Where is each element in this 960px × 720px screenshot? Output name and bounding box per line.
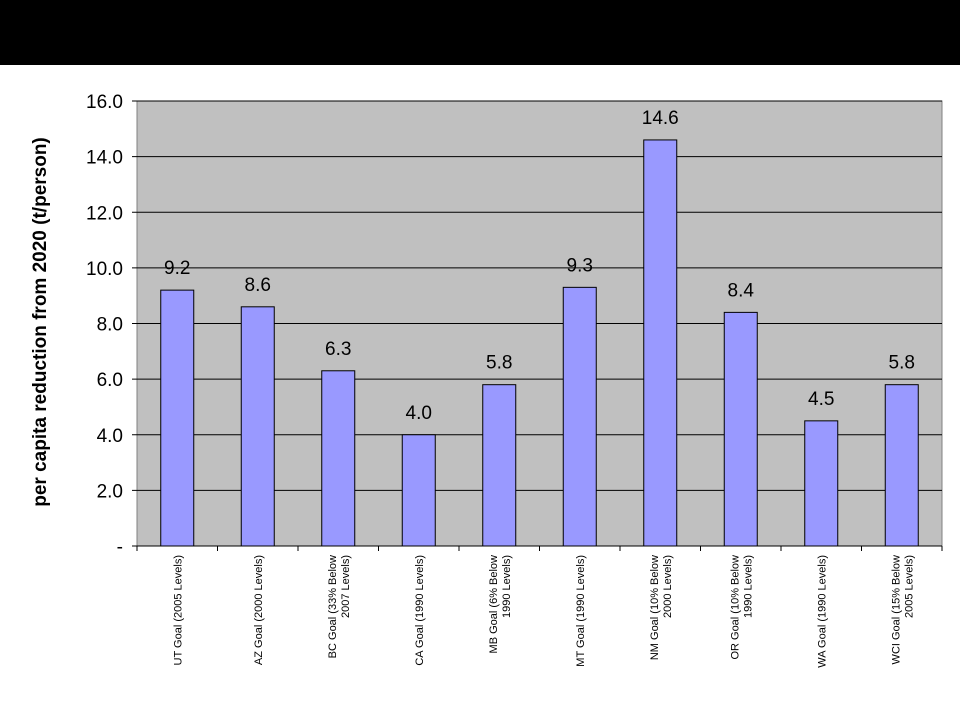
category-label-line: 2000 Levels) xyxy=(662,555,674,618)
bar xyxy=(321,370,356,547)
bar xyxy=(482,384,517,547)
category-label-line: BC Goal (33% Below xyxy=(327,555,339,658)
y-tick-label: 16.0 xyxy=(86,92,123,113)
y-tick-label: 10.0 xyxy=(86,259,123,280)
bar xyxy=(723,311,758,547)
category-label: WCI Goal (15% Below 2005 Levels) xyxy=(890,555,915,664)
y-tick-label: 8.0 xyxy=(97,315,123,336)
data-labels: 9.2 8.6 6.3 4.0 5.8 9.3 14.6 8.4 4.5 5.8 xyxy=(164,108,915,424)
category-label-line: 1990 Levels) xyxy=(742,555,754,618)
data-label: 9.3 xyxy=(567,255,593,276)
category-label: UT Goal (2005 Levels) xyxy=(172,555,184,665)
category-label-line: 2007 Levels) xyxy=(340,555,352,618)
y-tick-label: 4.0 xyxy=(97,426,123,447)
category-label-line: 2005 Levels) xyxy=(903,555,915,618)
y-tick-label: 2.0 xyxy=(97,481,123,502)
y-axis-title: per capita reduction from 2020 (t/person… xyxy=(30,137,51,507)
data-label: 4.0 xyxy=(406,403,432,424)
data-label: 5.8 xyxy=(486,353,512,374)
x-axis-categories: UT Goal (2005 Levels) AZ Goal (2000 Level… xyxy=(136,546,943,668)
category-label-line: CA Goal (1990 Levels) xyxy=(414,555,426,666)
category-label: BC Goal (33% Below 2007 Levels) xyxy=(327,555,352,658)
category-label: AZ Goal (2000 Levels) xyxy=(253,555,265,665)
category-label-line: OR Goal (10% Below xyxy=(729,555,741,660)
bars xyxy=(160,139,919,547)
data-label: 8.4 xyxy=(728,280,755,301)
data-label: 6.3 xyxy=(325,339,351,360)
category-label-line: NM Goal (10% Below xyxy=(649,555,661,660)
category-label-line: AZ Goal (2000 Levels) xyxy=(253,555,265,665)
y-tick-label: - xyxy=(117,537,123,558)
data-label: 14.6 xyxy=(642,108,679,129)
y-axis-ticks: - 2.0 4.0 6.0 8.0 10.0 12.0 14.0 16.0 xyxy=(86,92,137,558)
data-label: 5.8 xyxy=(889,353,915,374)
category-label: MT Goal (1990 Levels) xyxy=(575,555,587,667)
data-label: 8.6 xyxy=(245,275,271,296)
category-label-line: UT Goal (2005 Levels) xyxy=(172,555,184,665)
category-label-line: WA Goal (1990 Levels) xyxy=(816,555,828,668)
bar xyxy=(562,286,597,547)
category-label: CA Goal (1990 Levels) xyxy=(414,555,426,666)
bar xyxy=(884,384,919,547)
y-tick-label: 14.0 xyxy=(86,148,123,169)
header-bar xyxy=(0,0,960,65)
y-tick-label: 12.0 xyxy=(86,203,123,224)
data-label: 4.5 xyxy=(808,389,834,410)
category-label-line: WCI Goal (15% Below xyxy=(890,555,902,664)
bar xyxy=(643,139,678,547)
y-tick-label: 6.0 xyxy=(97,370,123,391)
category-label-line: MT Goal (1990 Levels) xyxy=(575,555,587,667)
category-label: MB Goal (6% Below 1990 Levels) xyxy=(488,555,513,653)
bar xyxy=(240,306,275,547)
category-label-line: 1990 Levels) xyxy=(501,555,513,618)
bar xyxy=(160,289,195,547)
category-label: OR Goal (10% Below 1990 Levels) xyxy=(729,555,754,660)
category-label: NM Goal (10% Below 2000 Levels) xyxy=(649,555,674,660)
category-label-line: MB Goal (6% Below xyxy=(488,555,500,653)
bar xyxy=(401,434,436,547)
data-label: 9.2 xyxy=(164,258,190,279)
bar xyxy=(804,420,839,547)
category-label: WA Goal (1990 Levels) xyxy=(816,555,828,668)
